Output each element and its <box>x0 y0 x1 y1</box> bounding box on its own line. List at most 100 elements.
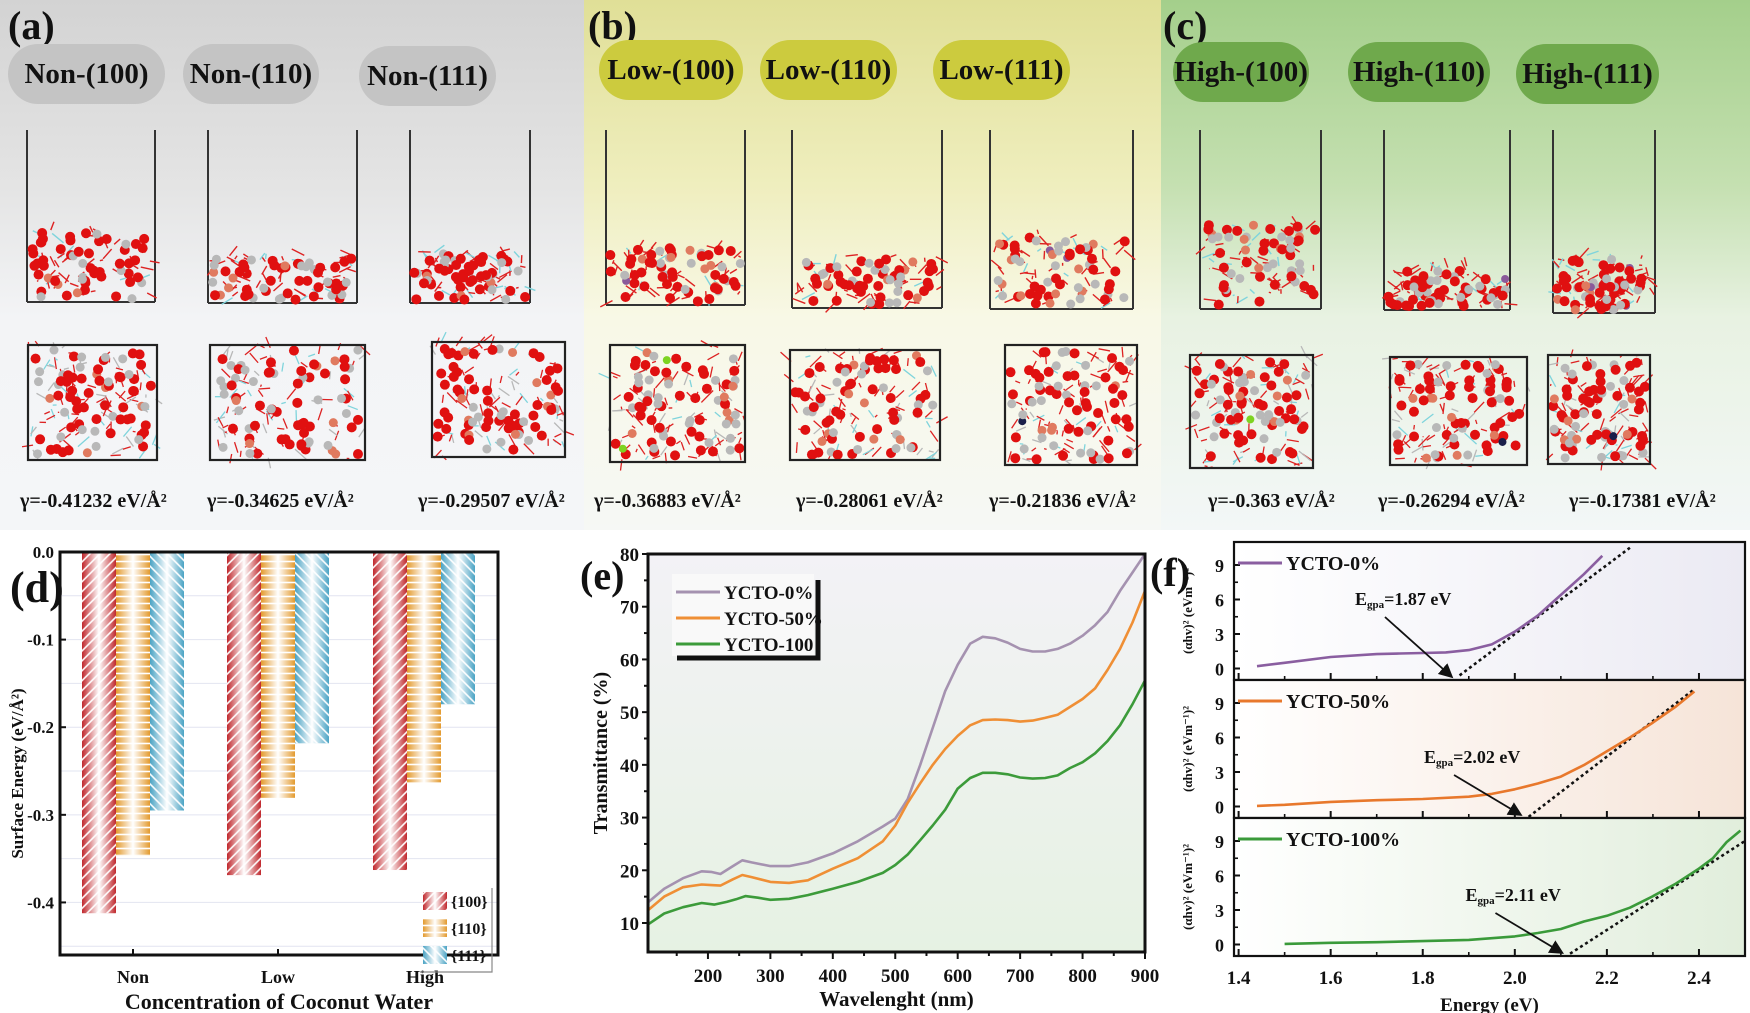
atom <box>228 273 238 283</box>
atom <box>424 255 435 266</box>
atom <box>460 347 470 357</box>
atom <box>72 288 82 298</box>
bond <box>1429 364 1440 371</box>
legend-label: {100} <box>451 894 488 911</box>
bond <box>69 282 79 288</box>
atom <box>1036 396 1046 406</box>
top-view-cell <box>208 336 371 469</box>
bond <box>1034 269 1037 278</box>
atom <box>908 257 918 267</box>
atom <box>1490 360 1500 370</box>
atom <box>92 229 102 239</box>
atom <box>657 271 668 282</box>
bond <box>36 279 39 283</box>
atom <box>1099 294 1110 305</box>
atom <box>620 270 630 280</box>
atom <box>1083 426 1093 436</box>
gamma-label-high-110: γ=-0.26294 eV/Å² <box>1378 490 1525 512</box>
atom <box>341 277 351 287</box>
gamma-label-high-100: γ=-0.363 eV/Å² <box>1208 490 1335 512</box>
atom <box>127 348 138 359</box>
atom <box>60 407 70 417</box>
bond <box>733 250 742 259</box>
bond <box>1098 439 1110 453</box>
atom <box>662 279 673 290</box>
atom <box>1281 392 1292 403</box>
gamma-label-low-110: γ=-0.28061 eV/Å² <box>796 490 943 512</box>
atom <box>1103 284 1114 295</box>
atom <box>1563 416 1573 426</box>
bond <box>1640 359 1643 366</box>
bond <box>813 420 823 429</box>
top-view-cell <box>1545 349 1657 471</box>
atom <box>1213 232 1223 242</box>
atom <box>814 362 825 373</box>
atom <box>1432 276 1442 286</box>
bond <box>687 455 698 459</box>
atom <box>294 275 305 286</box>
bond <box>653 388 656 398</box>
atom <box>1401 300 1412 311</box>
bond <box>1245 397 1254 405</box>
atom <box>288 345 299 356</box>
y-tick-label: 6 <box>1215 729 1224 749</box>
atom <box>1034 381 1044 391</box>
atom <box>248 377 258 387</box>
bar-hatch <box>116 552 150 856</box>
bond <box>294 289 306 297</box>
bond <box>1305 355 1318 367</box>
atom <box>1416 300 1427 311</box>
atom <box>1215 248 1226 259</box>
bond <box>1058 405 1064 415</box>
bond <box>1029 411 1035 418</box>
atom <box>1633 285 1643 295</box>
bond <box>1095 357 1105 364</box>
atom <box>266 404 276 414</box>
annotation-symbol: E <box>1424 747 1436 767</box>
atom <box>1495 394 1505 404</box>
atom <box>644 375 654 385</box>
atom <box>685 245 695 255</box>
atom <box>35 434 46 445</box>
bond <box>680 441 685 451</box>
atom <box>1061 390 1071 400</box>
atom <box>1286 271 1297 282</box>
atom <box>1273 366 1284 377</box>
atom <box>1090 279 1100 289</box>
bond <box>461 369 465 376</box>
bond <box>53 357 57 370</box>
atom <box>1627 394 1637 404</box>
atom <box>208 277 218 287</box>
bond <box>1513 380 1516 387</box>
bond <box>553 422 566 435</box>
atom <box>893 279 903 289</box>
bond <box>71 416 79 424</box>
bond <box>925 420 931 428</box>
atom <box>1254 263 1264 273</box>
atom <box>219 382 229 392</box>
atom <box>1567 445 1578 456</box>
series-line <box>1256 554 1604 668</box>
atom <box>339 354 350 365</box>
bond <box>1098 348 1111 352</box>
annotation-value: =2.02 eV <box>1453 747 1520 767</box>
bond <box>1100 245 1108 251</box>
atom <box>697 365 708 376</box>
bond <box>1242 447 1251 453</box>
bond <box>649 287 660 297</box>
atom <box>680 284 690 294</box>
bond <box>1399 386 1412 389</box>
top-view-cell <box>21 340 163 462</box>
bond <box>1644 401 1649 413</box>
atom <box>862 273 873 284</box>
atom <box>871 356 882 367</box>
bond <box>1421 438 1424 451</box>
side-view-cell <box>26 130 160 304</box>
atom <box>464 374 475 385</box>
atom <box>1301 370 1311 380</box>
atom <box>685 416 695 426</box>
legend-swatch-hatch <box>423 946 447 964</box>
atom <box>1597 452 1607 462</box>
atom <box>1424 297 1435 308</box>
bond <box>1100 302 1111 309</box>
